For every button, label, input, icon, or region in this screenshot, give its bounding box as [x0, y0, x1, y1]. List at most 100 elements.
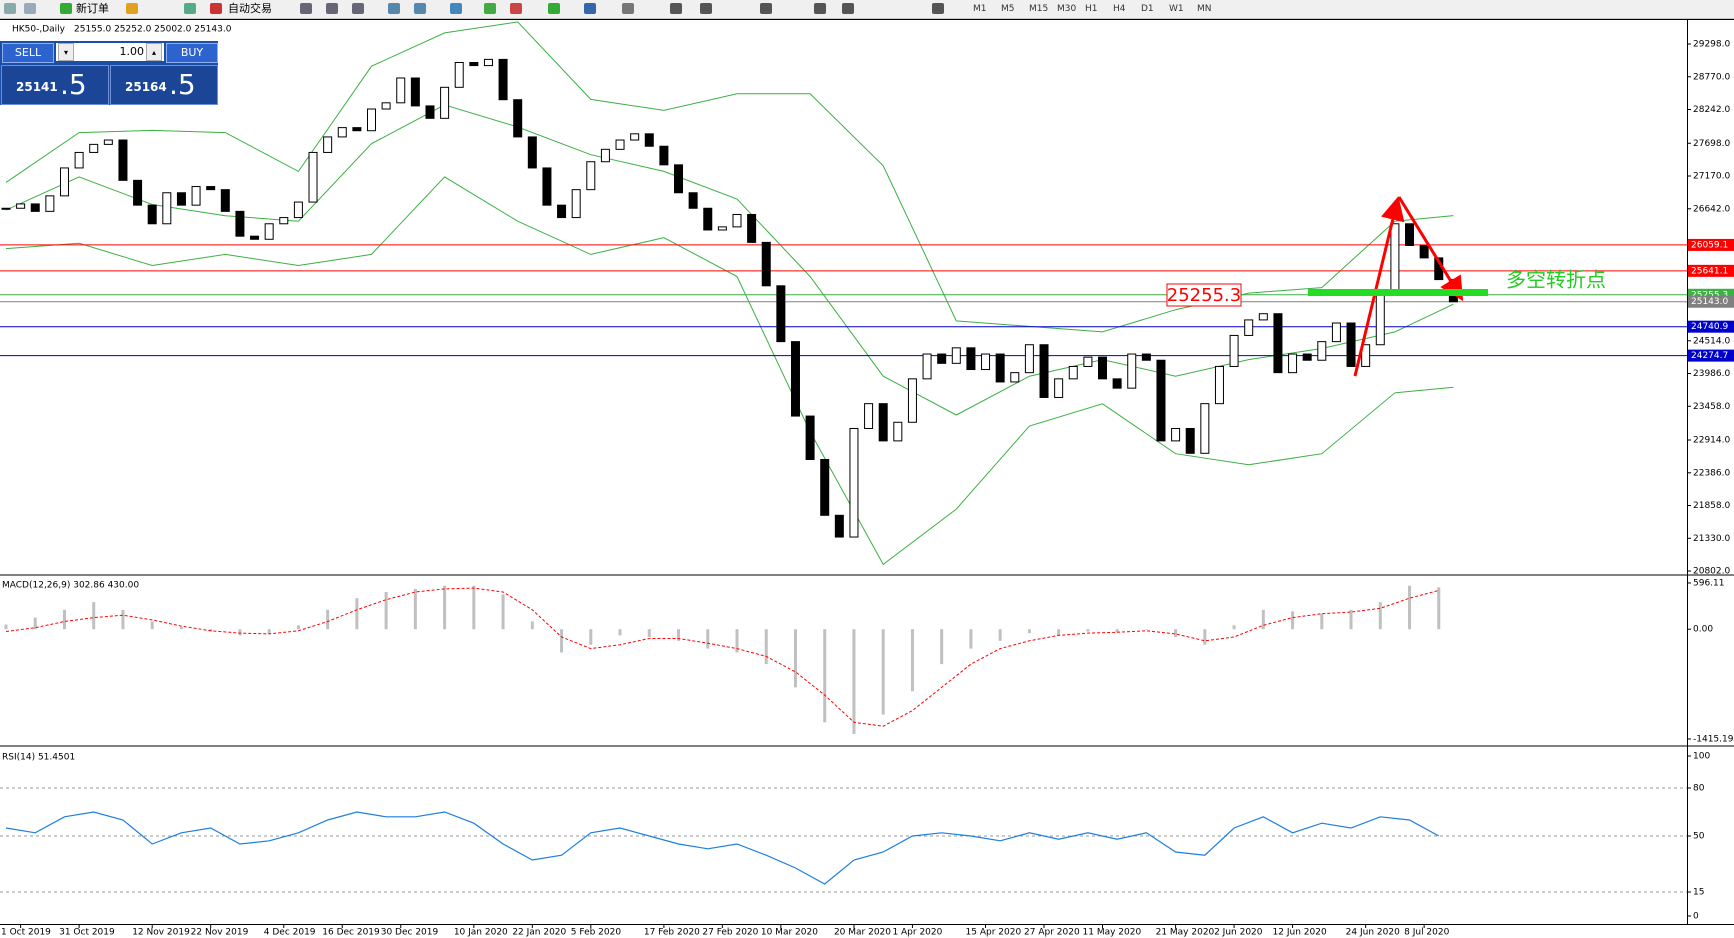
y-tick-label: 22914.0 [1693, 436, 1730, 446]
x-tick-label: 5 Feb 2020 [571, 928, 622, 938]
macd-histogram-bar [413, 588, 417, 630]
candle [118, 139, 128, 181]
candle [1302, 353, 1312, 361]
annotation-price: 25255.3 [1167, 285, 1241, 306]
price-level-tag [1688, 349, 1734, 362]
icon [184, 3, 196, 14]
macd-histogram-bar [1437, 587, 1441, 630]
rsi-line [5, 811, 1440, 885]
y-tick-label: 24514.0 [1693, 336, 1730, 346]
icon [414, 3, 426, 14]
buy-price[interactable]: 25164 .5 [110, 65, 218, 105]
candle [16, 203, 26, 209]
macd-histogram-bar [1174, 629, 1178, 637]
candle [1273, 313, 1283, 374]
macd-histogram-bar [33, 617, 37, 630]
y-tick-label: 29298.0 [1693, 40, 1730, 50]
candle [542, 167, 552, 206]
timeframe-button[interactable]: H4 [1113, 4, 1126, 14]
y-tick-label: 50 [1693, 832, 1705, 842]
volume-up[interactable]: ▴ [146, 43, 162, 61]
icon [326, 3, 338, 14]
candle [191, 186, 201, 206]
candle [586, 161, 596, 191]
macd-histogram-bar [530, 621, 534, 630]
candle [1171, 427, 1181, 442]
candle [1010, 372, 1020, 383]
sell-button[interactable]: SELL [2, 43, 54, 63]
icon [210, 3, 222, 14]
candle [250, 235, 260, 240]
buy-price-fraction: .5 [169, 68, 196, 101]
timeframe-button[interactable]: MN [1197, 4, 1212, 14]
macd-histogram-bar [1232, 625, 1236, 630]
macd-panel [4, 585, 1441, 734]
macd-histogram-bar [384, 591, 388, 630]
candle [410, 77, 420, 107]
rsi-panel [0, 787, 1687, 893]
macd-histogram-bar [618, 629, 622, 636]
timeframe-button[interactable]: M15 [1029, 4, 1049, 14]
candle [703, 207, 713, 231]
y-tick-label: 0 [1693, 912, 1699, 922]
volume-down[interactable]: ▾ [58, 43, 74, 61]
candle [1, 207, 11, 210]
y-tick-label: 28770.0 [1693, 72, 1730, 82]
new-order-button[interactable]: 新订单 [76, 2, 109, 15]
timeframe-button[interactable]: M5 [1001, 4, 1015, 14]
auto-trading-button[interactable]: 自动交易 [228, 2, 272, 15]
timeframe-button[interactable]: D1 [1141, 4, 1154, 14]
volume-input[interactable]: ▾ 1.00 ▴ [56, 43, 164, 61]
candle [425, 105, 435, 119]
macd-histogram-bar [1144, 629, 1148, 630]
candle [747, 213, 757, 243]
candle [89, 143, 99, 153]
timeframe-button[interactable]: M30 [1057, 4, 1077, 14]
icon [60, 3, 72, 14]
x-tick-label: 1 Apr 2020 [892, 928, 942, 938]
y-tick-label: 23986.0 [1693, 369, 1730, 379]
timeframe-button[interactable]: H1 [1085, 4, 1098, 14]
candle [498, 58, 508, 101]
y-tick-label: 80 [1693, 784, 1705, 794]
sell-price[interactable]: 25141 .5 [1, 65, 109, 105]
macd-histogram-bar [1378, 602, 1382, 630]
candle [1098, 356, 1107, 380]
candle [1361, 344, 1371, 367]
chart-header-symbol: HK50-,Daily [12, 25, 66, 35]
annotation-box [1166, 283, 1242, 307]
candle [440, 86, 450, 119]
macd-histogram-bar [793, 629, 797, 688]
macd-histogram-bar [296, 625, 300, 630]
macd-histogram-bar [267, 629, 271, 634]
macd-histogram-bar [1086, 629, 1090, 632]
macd-histogram-bar [1027, 629, 1031, 634]
buy-button[interactable]: BUY [166, 43, 218, 63]
candle [659, 145, 669, 166]
candle [893, 421, 903, 442]
candle [1331, 322, 1341, 343]
macd-histogram-bar [969, 629, 973, 649]
timeframe-button[interactable]: W1 [1169, 4, 1184, 14]
y-tick-label: 26642.0 [1693, 204, 1730, 214]
toolbar: 新订单 自动交易 M1 M5 M15 M30 H1 H4 D1 W1 MN [0, 0, 1734, 19]
x-tick-label: 24 Jun 2020 [1346, 928, 1400, 938]
bollinger-middle [5, 104, 1454, 416]
icon [300, 3, 312, 14]
volume-value: 1.00 [119, 45, 145, 58]
price-level-tag [1688, 295, 1734, 308]
candle [396, 77, 406, 104]
macd-histogram-bar [1115, 629, 1119, 633]
candle [937, 353, 947, 364]
candle [1127, 353, 1137, 389]
price-level-label: 24274.7 [1691, 351, 1728, 361]
buy-price-main: 25164 [125, 80, 167, 94]
trend-arrow [1397, 196, 1464, 302]
icon [932, 3, 944, 14]
y-tick-label: -1415.19 [1693, 734, 1734, 744]
macd-histogram-bar [472, 585, 476, 630]
timeframe-button[interactable]: M1 [973, 4, 987, 14]
icon [450, 3, 462, 14]
